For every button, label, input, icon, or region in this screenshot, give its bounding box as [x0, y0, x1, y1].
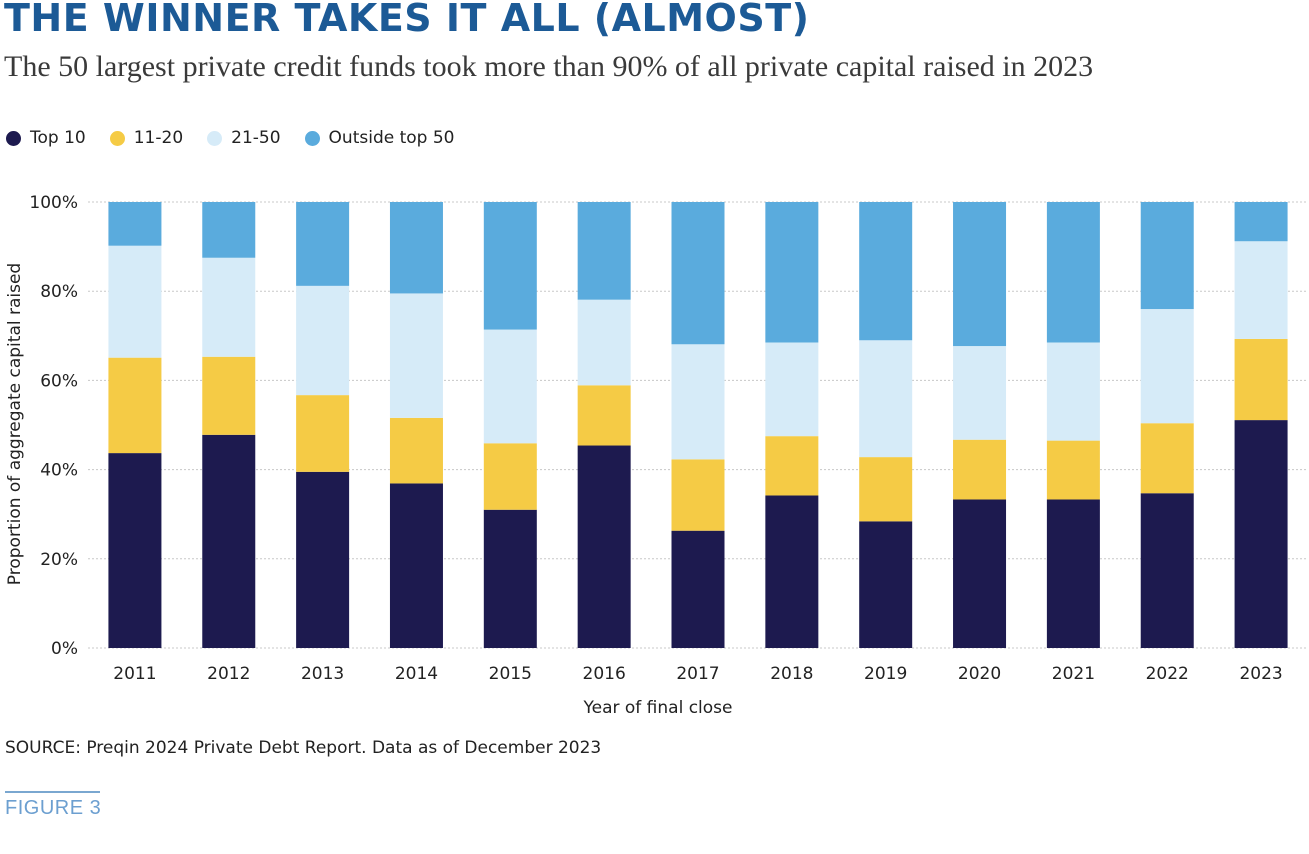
bar-segment-outside-top-50-2021 — [1046, 202, 1100, 343]
legend: Top 10 11-20 21-50 Outside top 50 — [6, 128, 479, 148]
bar-segment-top-10-2022 — [1140, 493, 1194, 648]
chart-title: THE WINNER TAKES IT ALL (ALMOST) — [4, 0, 810, 40]
bar-segment-outside-top-50-2011 — [108, 202, 162, 246]
legend-label-11-20: 11-20 — [133, 128, 184, 148]
bar-segment-21-50-2011 — [108, 245, 162, 358]
x-tick-label: 2012 — [207, 664, 250, 684]
bar-segment-top-10-2018 — [765, 495, 819, 648]
bar-segment-11-20-2017 — [671, 459, 725, 531]
bar-segment-top-10-2021 — [1046, 499, 1100, 648]
y-axis-label: Proportion of aggregate capital raised — [5, 263, 25, 585]
x-tick-labels: 2011 2012 2013 2014 2015 2016 2017 2018 2019 2020… — [113, 664, 1282, 684]
bar-segment-top-10-2020 — [953, 499, 1007, 648]
stacked-bar-chart: 0%20%40%60%80%100% 2011 2012 2013 2014 2015 2… — [5, 193, 1308, 718]
bar-segment-11-20-2011 — [108, 357, 162, 454]
bar-segment-21-50-2017 — [671, 344, 725, 460]
legend-label-outside-top-50: Outside top 50 — [328, 128, 455, 148]
bar-segment-outside-top-50-2012 — [202, 202, 256, 258]
bar-segment-outside-top-50-2023 — [1234, 202, 1288, 242]
bar-segment-11-20-2020 — [953, 439, 1007, 500]
y-tick-label: 0% — [51, 639, 78, 659]
bar-segment-21-50-2013 — [296, 285, 350, 396]
y-tick-label: 100% — [29, 193, 78, 213]
bar-segment-21-50-2015 — [483, 329, 537, 444]
x-axis-label: Year of final close — [583, 698, 733, 718]
bar-segment-11-20-2022 — [1140, 423, 1194, 494]
x-tick-label: 2022 — [1146, 664, 1189, 684]
bar-segment-21-50-2014 — [389, 293, 443, 418]
bar-segment-21-50-2012 — [202, 257, 256, 357]
x-tick-label: 2020 — [958, 664, 1001, 684]
bar-segment-11-20-2015 — [483, 443, 537, 510]
figure-label: FIGURE 3 — [5, 797, 102, 819]
chart-subtitle: The 50 largest private credit funds took… — [4, 50, 1094, 83]
bar-segment-21-50-2020 — [953, 346, 1007, 440]
bar-segment-top-10-2019 — [859, 521, 913, 648]
legend-swatch-21-50 — [207, 130, 223, 146]
bar-segment-outside-top-50-2013 — [296, 202, 350, 286]
x-tick-label: 2019 — [864, 664, 907, 684]
bar-segment-outside-top-50-2017 — [671, 202, 725, 345]
legend-item-top-10: Top 10 — [6, 128, 86, 148]
bar-segment-outside-top-50-2018 — [765, 202, 819, 343]
bar-segment-top-10-2023 — [1234, 420, 1288, 648]
bar-segment-top-10-2017 — [671, 530, 725, 648]
bar-segment-21-50-2016 — [577, 299, 631, 386]
bar-segment-outside-top-50-2019 — [859, 202, 913, 341]
legend-item-21-50: 21-50 — [207, 128, 281, 148]
x-tick-label: 2013 — [301, 664, 344, 684]
bar-segment-11-20-2012 — [202, 356, 256, 435]
legend-swatch-top-10 — [6, 130, 21, 146]
bar-segment-21-50-2022 — [1140, 309, 1194, 424]
x-tick-label: 2014 — [395, 664, 438, 684]
bar-segment-top-10-2015 — [483, 509, 537, 648]
x-tick-label: 2018 — [770, 664, 813, 684]
bar-segment-outside-top-50-2022 — [1140, 202, 1194, 310]
legend-label-21-50: 21-50 — [231, 128, 281, 148]
bar-segment-11-20-2014 — [389, 417, 443, 484]
y-tick-label: 20% — [40, 550, 78, 570]
bar-segment-top-10-2011 — [108, 453, 162, 648]
y-tick-label: 80% — [40, 282, 78, 302]
bar-segment-outside-top-50-2015 — [483, 202, 537, 330]
legend-item-outside-top-50: Outside top 50 — [304, 128, 455, 148]
bar-segment-outside-top-50-2014 — [389, 202, 443, 294]
bar-segment-top-10-2013 — [296, 471, 350, 648]
legend-label-top-10: Top 10 — [30, 128, 86, 148]
bars — [108, 202, 1288, 648]
bar-segment-21-50-2021 — [1046, 342, 1100, 441]
bar-segment-11-20-2016 — [577, 385, 631, 446]
bar-segment-outside-top-50-2016 — [577, 202, 631, 300]
bar-segment-11-20-2018 — [765, 436, 819, 496]
figure-rule — [5, 791, 100, 793]
x-tick-label: 2017 — [676, 664, 719, 684]
legend-swatch-outside-top-50 — [304, 130, 320, 146]
x-tick-label: 2011 — [113, 664, 156, 684]
bar-segment-outside-top-50-2020 — [953, 202, 1007, 347]
x-tick-label: 2023 — [1239, 664, 1282, 684]
legend-item-11-20: 11-20 — [109, 128, 184, 148]
bar-segment-11-20-2019 — [859, 457, 913, 522]
bar-segment-top-10-2016 — [577, 445, 631, 648]
bar-segment-21-50-2023 — [1234, 241, 1288, 339]
y-tick-label: 40% — [40, 461, 78, 481]
bar-segment-21-50-2018 — [765, 342, 819, 437]
bar-segment-11-20-2013 — [296, 395, 350, 472]
bar-segment-11-20-2021 — [1046, 440, 1100, 500]
bar-segment-11-20-2023 — [1234, 338, 1288, 421]
legend-swatch-11-20 — [109, 130, 125, 146]
x-tick-label: 2021 — [1052, 664, 1095, 684]
x-tick-label: 2016 — [583, 664, 626, 684]
source-note: SOURCE: Preqin 2024 Private Debt Report.… — [5, 738, 602, 758]
bar-segment-21-50-2019 — [859, 340, 913, 458]
bar-segment-top-10-2012 — [202, 434, 256, 648]
y-tick-labels: 0% 20% 40% 60% 80% 100% — [29, 193, 78, 659]
bar-segment-top-10-2014 — [389, 483, 443, 648]
x-tick-label: 2015 — [489, 664, 532, 684]
y-tick-label: 60% — [40, 371, 78, 391]
